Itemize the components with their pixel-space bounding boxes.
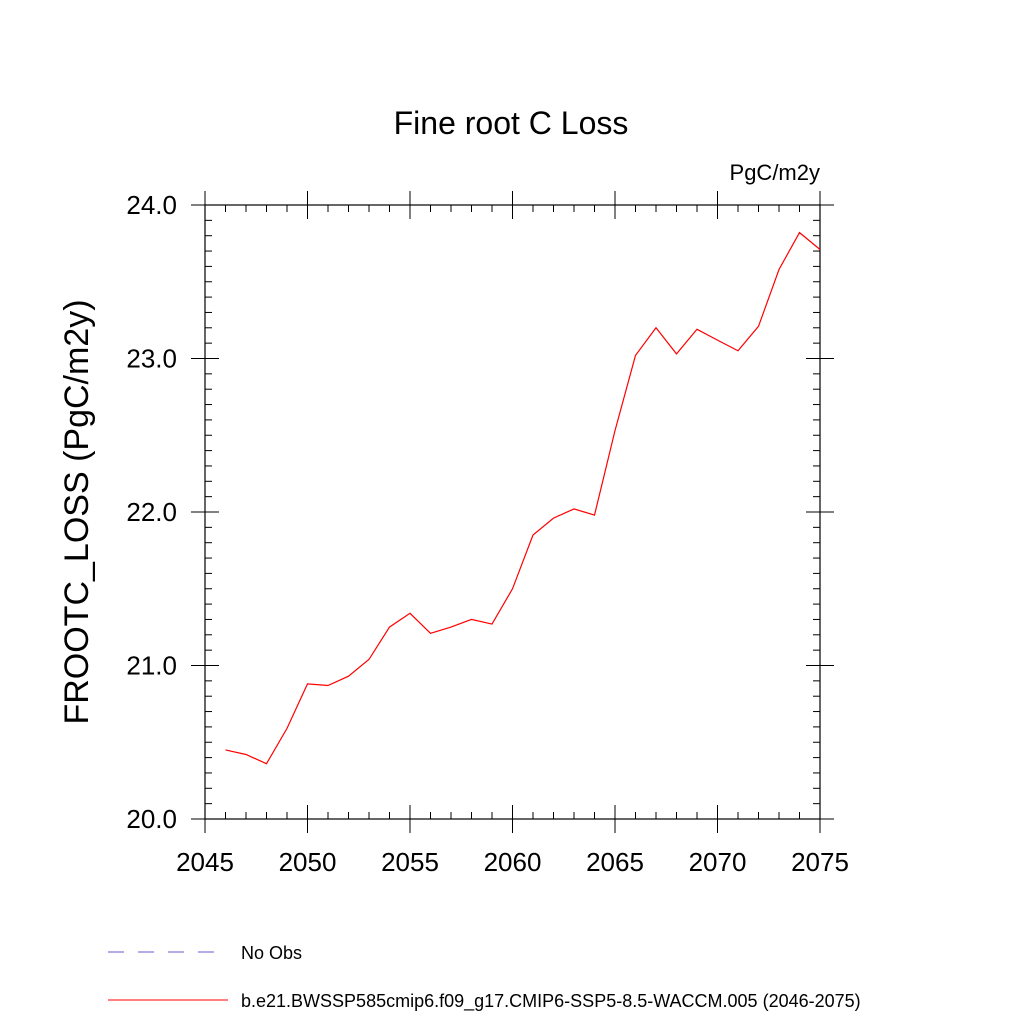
series-line xyxy=(225,231,821,765)
y-tick-label: 24.0 xyxy=(126,190,177,220)
y-tick-label: 20.0 xyxy=(126,804,177,834)
legend-label: b.e21.BWSSP585cmip6.f09_g17.CMIP6-SSP5-8… xyxy=(241,991,861,1012)
y-tick-label: 23.0 xyxy=(126,344,177,374)
legend: No Obs b.e21.BWSSP585cmip6.f09_g17.CMIP6-… xyxy=(108,943,861,1012)
series-layer xyxy=(225,231,821,765)
y-tick-label: 22.0 xyxy=(126,497,177,527)
units-label: PgC/m2y xyxy=(730,160,820,185)
x-tick-label: 2045 xyxy=(176,847,234,877)
axis-ticks xyxy=(191,191,834,833)
x-tick-label: 2075 xyxy=(791,847,849,877)
plot-frame xyxy=(204,204,821,820)
y-axis-label: FROOTC_LOSS (PgC/m2y) xyxy=(58,299,96,724)
x-tick-label: 2050 xyxy=(279,847,337,877)
legend-label: No Obs xyxy=(241,943,302,963)
x-tick-label: 2065 xyxy=(586,847,644,877)
tick-labels: 2045 2050 2055 2060 2065 2070 2075 20.0 21.0 22.0… xyxy=(126,190,849,877)
chart-title: Fine root C Loss xyxy=(394,105,629,141)
y-tick-label: 21.0 xyxy=(126,651,177,681)
x-tick-label: 2055 xyxy=(381,847,439,877)
x-tick-label: 2060 xyxy=(484,847,542,877)
x-tick-label: 2070 xyxy=(689,847,747,877)
